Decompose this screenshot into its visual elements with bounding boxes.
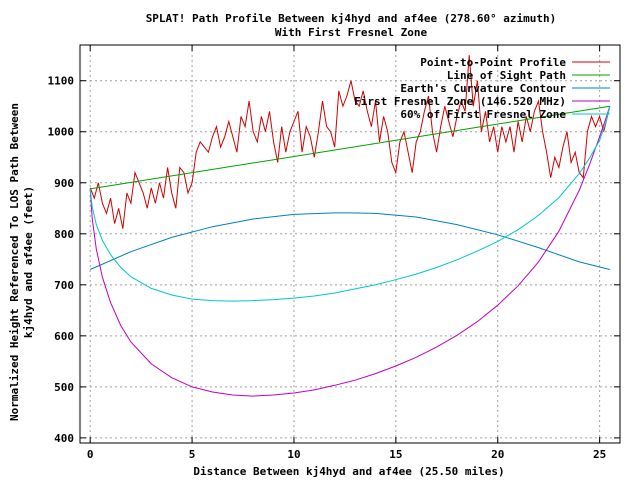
- y-tick-label: 1100: [48, 75, 75, 88]
- legend-label-point-to-point-profile: Point-to-Point Profile: [420, 56, 566, 69]
- legend-label-first-fresnel-zone-146-520-mhz: First Fresnel Zone (146.520 MHz): [354, 95, 566, 108]
- y-tick-label: 900: [54, 177, 74, 190]
- y-tick-label: 600: [54, 330, 74, 343]
- grid-layer: [80, 45, 620, 443]
- y-tick-label: 500: [54, 381, 74, 394]
- y-tick-label: 800: [54, 228, 74, 241]
- chart-subtitle: With First Fresnel Zone: [275, 26, 428, 39]
- series-line-point-to-point-profile: [89, 55, 611, 229]
- y-tick-label: 1000: [48, 126, 75, 139]
- plot-frame: [79, 44, 621, 444]
- legend-label-line-of-sight-path: Line of Sight Path: [447, 69, 566, 82]
- tick-layer: 0 5 10 15 20 25 400 500 600 700 800 900 1000 1100: [48, 45, 620, 461]
- series-line-earth-s-curvature-contour: [89, 212, 610, 270]
- x-tick-label: 0: [87, 448, 94, 461]
- legend-label-60-of-first-fresnel-zone: 60% of First Fresnel Zone: [400, 108, 566, 121]
- chart-title: SPLAT! Path Profile Between kj4hyd and a…: [146, 12, 557, 25]
- y-tick-label: 700: [54, 279, 74, 292]
- series-line-line-of-sight-path: [90, 105, 610, 190]
- x-tick-label: 10: [287, 448, 300, 461]
- series-line-first-fresnel-zone-146-520-mhz: [89, 106, 611, 397]
- legend-label-earth-s-curvature-contour: Earth's Curvature Contour: [400, 82, 566, 95]
- y-axis-label-line1: Normalized Height Referenced To LOS Path…: [8, 103, 21, 421]
- y-axis-label-line2: kj4hyd and af4ee (feet): [22, 186, 35, 338]
- x-tick-label: 5: [189, 448, 196, 461]
- series-line-60-of-first-fresnel-zone: [89, 106, 611, 302]
- x-tick-label: 25: [593, 448, 606, 461]
- x-axis-label: Distance Between kj4hyd and af4ee (25.50…: [193, 465, 504, 478]
- y-tick-label: 400: [54, 432, 74, 445]
- x-tick-label: 15: [389, 448, 402, 461]
- x-tick-label: 20: [491, 448, 504, 461]
- series-layer: [89, 55, 611, 397]
